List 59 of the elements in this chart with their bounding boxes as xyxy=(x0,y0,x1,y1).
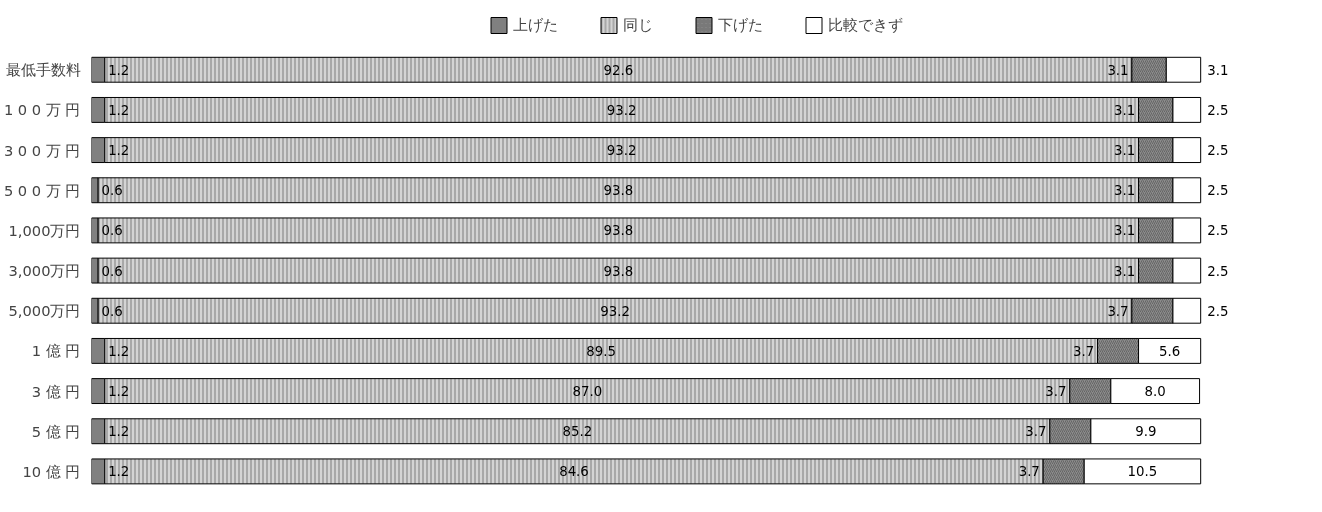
data-label: 93.2 xyxy=(606,102,637,118)
data-label: 0.6 xyxy=(101,303,123,319)
y-tick-label: 5 0 0 万 円 xyxy=(3,181,81,199)
data-label: 2.5 xyxy=(1207,143,1229,159)
data-label: 93.2 xyxy=(600,303,630,319)
data-label: 3.1 xyxy=(1114,102,1136,118)
data-label: 1.2 xyxy=(108,62,130,78)
legend-label: 比較できず xyxy=(828,15,903,35)
data-label: 0.6 xyxy=(101,263,123,279)
data-label: 93.2 xyxy=(606,143,637,159)
data-label: 3.1 xyxy=(1114,143,1136,159)
data-label: 0.6 xyxy=(101,183,123,199)
y-tick-label: 5,000万円 xyxy=(8,302,81,320)
legend-label: 同じ xyxy=(623,15,653,35)
data-label: 1.2 xyxy=(108,384,130,400)
data-label: 2.5 xyxy=(1207,303,1229,319)
data-label: 5.6 xyxy=(1159,343,1181,359)
data-label: 2.5 xyxy=(1207,102,1229,118)
legend-label: 下げた xyxy=(718,15,763,35)
y-tick-label: 3,000万円 xyxy=(8,262,81,280)
y-tick-label: 1 0 0 万 円 xyxy=(3,101,81,119)
data-label: 1.2 xyxy=(108,102,130,118)
data-label: 3.1 xyxy=(1114,183,1136,199)
data-label: 3.1 xyxy=(1207,62,1229,78)
data-label: 84.6 xyxy=(559,464,589,480)
data-label: 3.7 xyxy=(1045,384,1067,400)
data-label: 87.0 xyxy=(572,384,603,400)
y-tick-label: 10 億 円 xyxy=(22,462,81,480)
data-label: 2.5 xyxy=(1207,223,1229,239)
y-tick-label: 3 0 0 万 円 xyxy=(3,141,81,159)
data-label: 1.2 xyxy=(108,343,130,359)
data-label: 3.1 xyxy=(1107,62,1129,78)
y-tick-label: 1,000万円 xyxy=(8,221,81,239)
data-label: 0.6 xyxy=(101,223,123,239)
data-label: 3.1 xyxy=(1114,263,1136,279)
data-label: 1.2 xyxy=(108,464,130,480)
data-label: 93.8 xyxy=(603,183,634,199)
y-tick-label: 1 億 円 xyxy=(31,342,81,360)
legend-label: 上げた xyxy=(513,15,558,35)
data-label: 93.8 xyxy=(603,223,634,239)
data-label: 2.5 xyxy=(1207,263,1229,279)
data-label: 92.6 xyxy=(603,62,634,78)
data-label: 3.7 xyxy=(1107,303,1129,319)
data-label: 2.5 xyxy=(1207,183,1229,199)
y-tick-label: 5 億 円 xyxy=(31,422,81,440)
data-label: 3.7 xyxy=(1025,424,1047,440)
data-label: 1.2 xyxy=(108,143,130,159)
data-label: 9.9 xyxy=(1135,424,1157,440)
data-label: 3.1 xyxy=(1114,223,1136,239)
data-label: 85.2 xyxy=(562,424,593,440)
data-label: 89.5 xyxy=(586,343,617,359)
y-tick-label: 最低手数料 xyxy=(5,61,81,79)
data-label: 10.5 xyxy=(1127,464,1158,480)
y-tick-label: 3 億 円 xyxy=(31,382,81,400)
data-label: 8.0 xyxy=(1144,384,1166,400)
data-label: 93.8 xyxy=(603,263,634,279)
data-label: 3.7 xyxy=(1018,464,1040,480)
data-label: 3.7 xyxy=(1073,343,1095,359)
data-label: 1.2 xyxy=(108,424,130,440)
